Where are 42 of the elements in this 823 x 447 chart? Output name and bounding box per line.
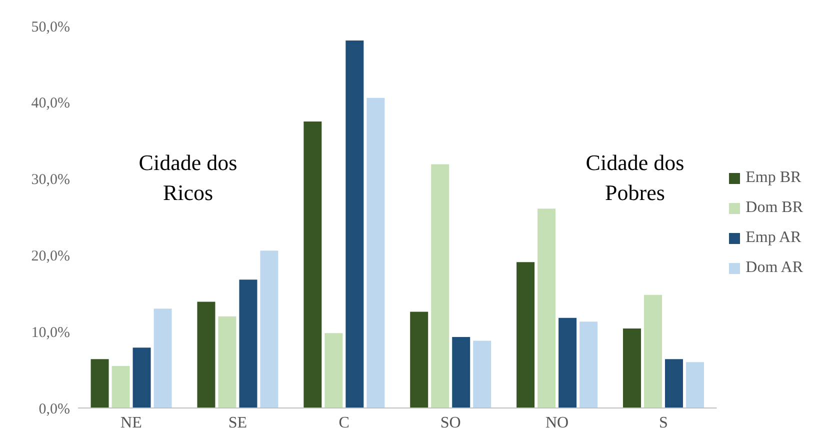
- bar: [410, 312, 428, 408]
- annotation: Cidade dos Ricos: [138, 149, 238, 207]
- x-tick-label: SO: [440, 414, 461, 432]
- y-tick-label: 0,0%: [38, 401, 70, 418]
- bar: [324, 333, 343, 408]
- bar: [260, 250, 278, 408]
- bar: [473, 340, 492, 408]
- bar: [516, 262, 535, 408]
- y-tick-label: 50,0%: [31, 19, 70, 36]
- bar: [452, 336, 470, 408]
- legend-label: Emp BR: [746, 168, 802, 188]
- x-tick-label: SE: [228, 414, 247, 432]
- bar: [112, 366, 130, 408]
- legend-label: Dom AR: [746, 258, 803, 278]
- bar: [197, 302, 216, 408]
- y-tick-label: 30,0%: [31, 172, 70, 188]
- bar: [622, 328, 641, 408]
- x-tick-label: NO: [545, 414, 569, 432]
- annotation: Cidade dos Pobres: [584, 149, 686, 207]
- legend-label: Dom BR: [746, 198, 803, 218]
- x-tick-label: S: [658, 414, 668, 432]
- bar: [304, 122, 322, 408]
- bar: [90, 359, 109, 408]
- bar: [154, 308, 172, 408]
- legend-label: Emp AR: [746, 228, 802, 248]
- bar: [686, 362, 704, 408]
- bar: [644, 294, 662, 408]
- bar: [558, 318, 577, 408]
- bar: [239, 280, 258, 408]
- bar: [431, 164, 450, 408]
- y-tick-label: 10,0%: [31, 324, 70, 341]
- bar: [580, 322, 598, 408]
- bar: [664, 359, 683, 408]
- y-tick-label: 40,0%: [31, 96, 70, 112]
- bar: [218, 316, 236, 408]
- y-tick-label: 20,0%: [31, 248, 70, 265]
- bar: [346, 40, 364, 408]
- bar: [366, 98, 385, 408]
- x-tick-label: NE: [120, 414, 142, 432]
- bar: [538, 208, 556, 408]
- bar: [132, 348, 151, 408]
- x-tick-label: C: [338, 414, 350, 432]
